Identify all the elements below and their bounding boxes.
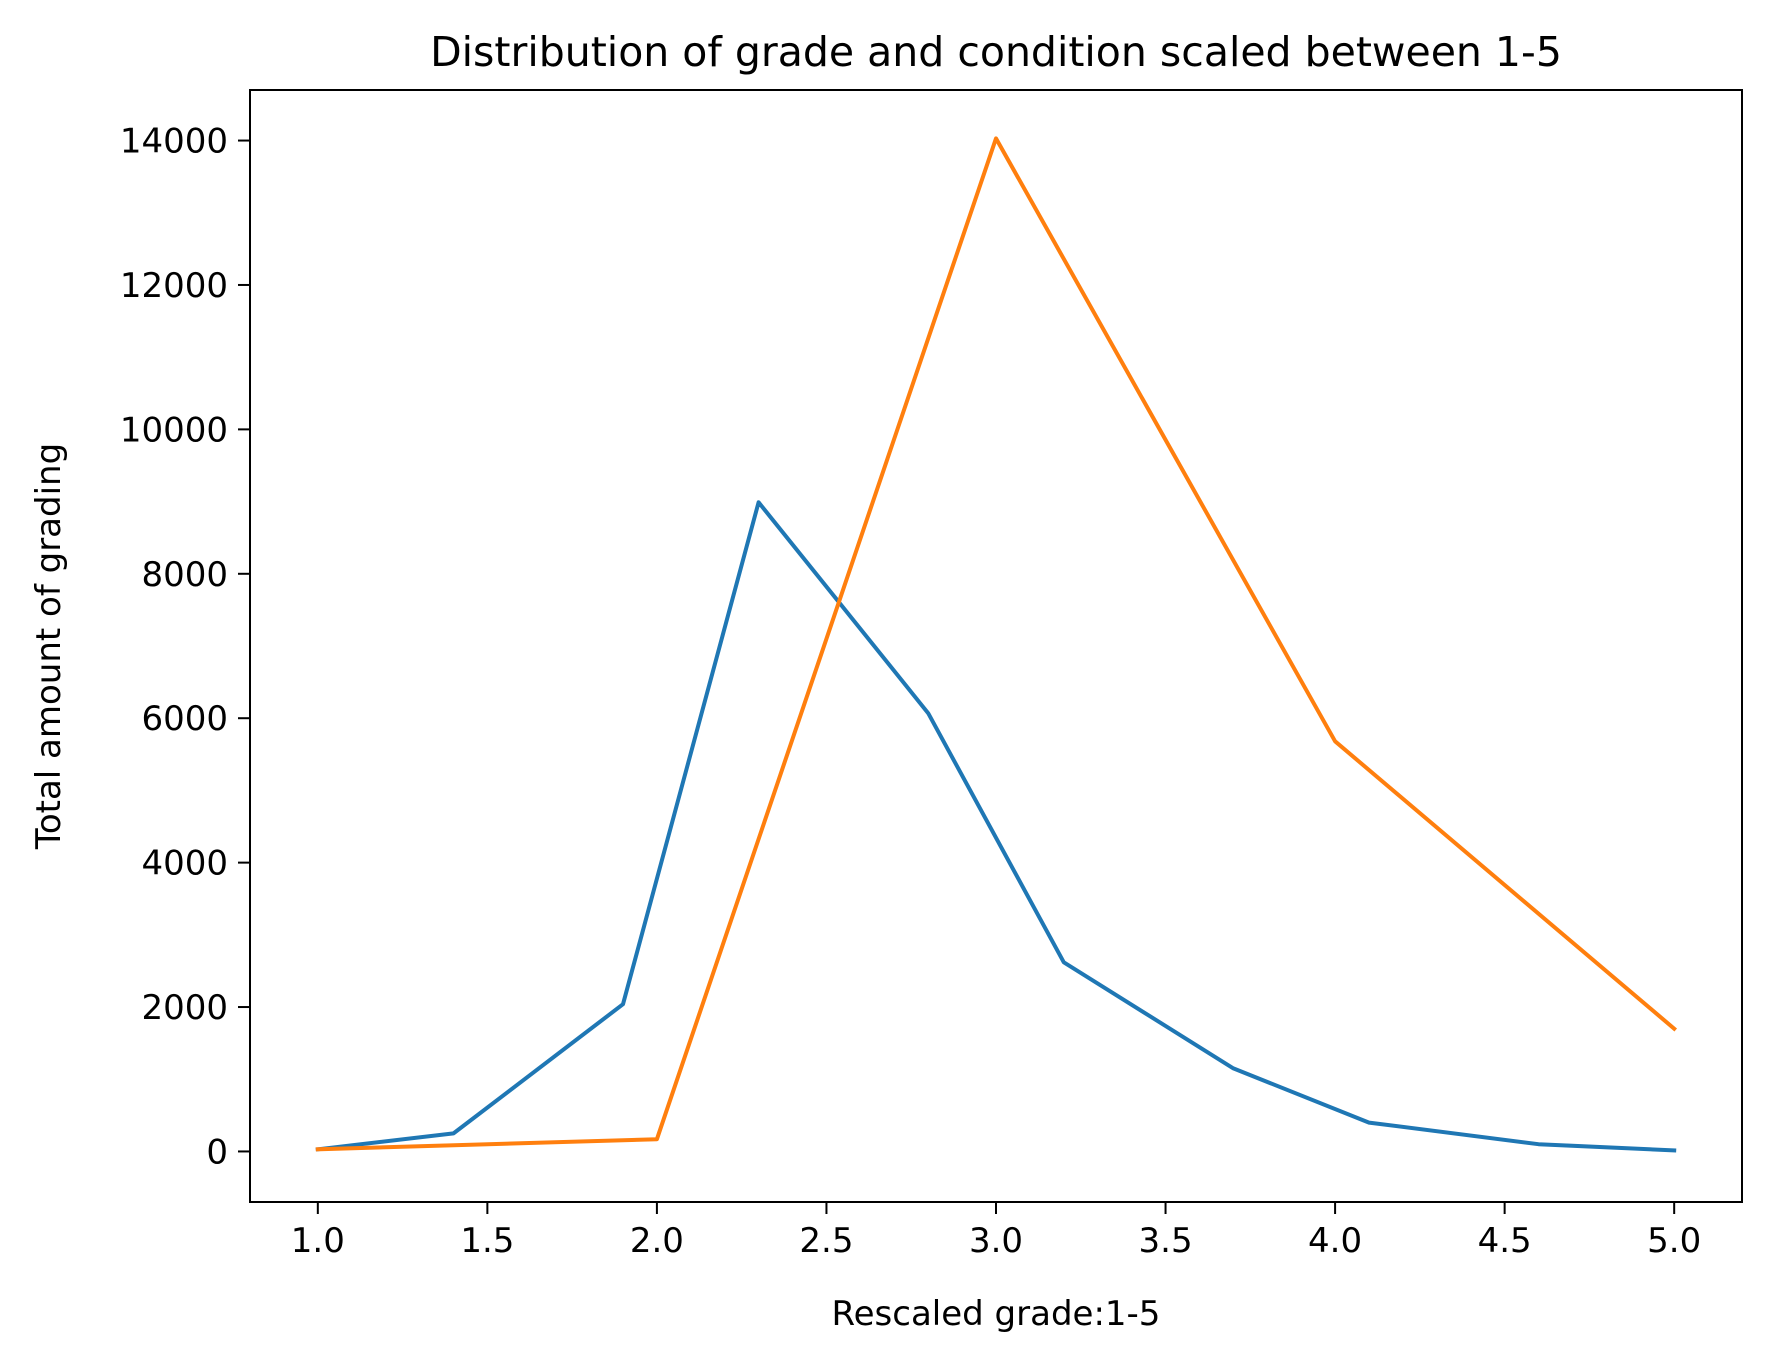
- y-tick-label: 12000: [120, 266, 228, 306]
- x-tick-label: 1.0: [291, 1221, 345, 1261]
- y-tick-label: 2000: [141, 988, 228, 1028]
- y-tick-label: 8000: [141, 555, 228, 595]
- y-axis-label: Total amount of grading: [29, 443, 69, 850]
- x-tick-label: 4.0: [1308, 1221, 1362, 1261]
- x-tick-label: 2.0: [630, 1221, 684, 1261]
- y-tick-label: 10000: [120, 410, 228, 450]
- x-axis: 1.0 1.5 2.0 2.5 3.0 3.5 4.0 4.5 5.0: [291, 1202, 1701, 1261]
- x-tick-label: 5.0: [1647, 1221, 1701, 1261]
- x-tick-label: 4.5: [1478, 1221, 1532, 1261]
- x-tick-label: 3.0: [969, 1221, 1023, 1261]
- y-tick-label: 4000: [141, 844, 228, 884]
- chart-title: Distribution of grade and condition scal…: [430, 28, 1562, 76]
- x-tick-label: 3.5: [1139, 1221, 1193, 1261]
- x-axis-label: Rescaled grade:1-5: [832, 1294, 1161, 1334]
- y-axis: 0 2000 4000 6000 8000 10000 12000 14000: [120, 122, 250, 1172]
- x-tick-label: 1.5: [460, 1221, 514, 1261]
- series-layer: [315, 136, 1678, 1153]
- series-line-2: [315, 136, 1678, 1152]
- series-line-1: [315, 500, 1677, 1153]
- y-tick-label: 6000: [141, 699, 228, 739]
- x-tick-label: 2.5: [799, 1221, 853, 1261]
- y-tick-label: 0: [206, 1132, 228, 1172]
- y-tick-label: 14000: [120, 122, 228, 162]
